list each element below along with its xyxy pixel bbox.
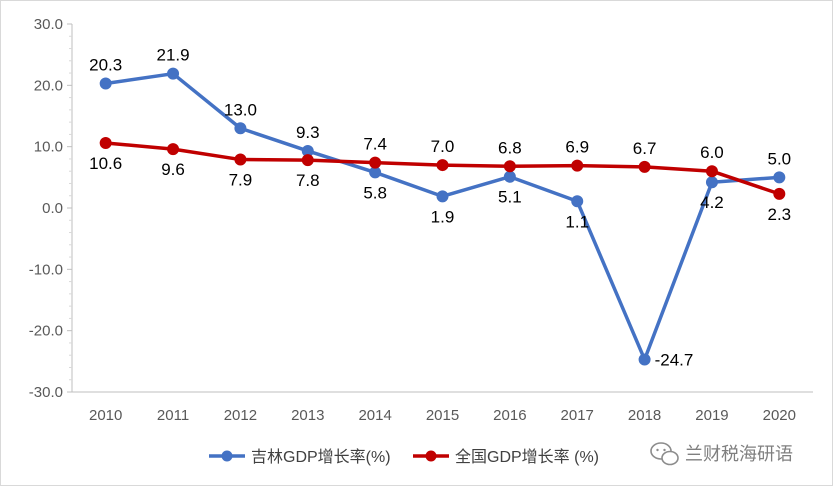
data-point	[705, 165, 718, 178]
x-tick-label: 2010	[89, 407, 122, 424]
data-label: 6.9	[565, 138, 589, 157]
data-point	[369, 156, 382, 169]
x-tick-label: 2016	[493, 407, 526, 424]
data-label: 9.3	[296, 123, 320, 142]
x-tick-label: 2012	[224, 407, 257, 424]
data-label: 7.8	[296, 171, 320, 190]
watermark-text: 兰财税海研语	[685, 444, 793, 464]
y-tick-label: 30.0	[34, 16, 63, 33]
data-labels-group: 20.3 21.9 13.0 9.3 5.8 1.9 5.1 1.1 -24.7 4.2 5.0 10…	[89, 46, 791, 370]
data-label: -24.7	[655, 350, 694, 369]
data-label: 2.3	[767, 205, 791, 224]
x-tick-label: 2020	[763, 407, 796, 424]
wechat-icon	[650, 442, 679, 466]
data-point	[99, 136, 112, 149]
data-label: 6.7	[633, 139, 657, 158]
data-point	[167, 143, 180, 156]
legend-label: 全国GDP增长率 (%)	[455, 448, 599, 466]
data-label: 9.6	[161, 160, 185, 179]
watermark: 兰财税海研语	[650, 442, 793, 466]
series-group	[99, 67, 786, 366]
data-label: 5.8	[363, 183, 387, 202]
y-tick-label: 10.0	[34, 139, 63, 156]
axes-group: 30.0 20.0 10.0 0.0 -10.0 -20.0 -30.0 2010 2011 20…	[29, 16, 813, 424]
legend-swatch-marker	[221, 450, 233, 462]
data-point	[773, 187, 786, 200]
x-tick-label: 2019	[695, 407, 728, 424]
y-tick-label: -20.0	[29, 323, 63, 340]
data-point	[571, 195, 584, 208]
data-point	[638, 160, 651, 173]
data-point	[167, 67, 180, 80]
legend: 吉林GDP增长率(%) 全国GDP增长率 (%)	[209, 448, 599, 466]
x-tick-label: 2018	[628, 407, 661, 424]
x-tick-label: 2015	[426, 407, 459, 424]
data-label: 5.0	[767, 149, 791, 168]
data-label: 7.4	[363, 135, 387, 154]
data-label: 6.0	[700, 143, 724, 162]
data-point	[503, 160, 516, 173]
data-point	[773, 171, 786, 184]
data-point	[234, 153, 247, 166]
data-point	[436, 159, 449, 172]
data-point	[571, 159, 584, 172]
x-tick-label: 2017	[561, 407, 594, 424]
data-label: 13.0	[224, 100, 257, 119]
legend-label: 吉林GDP增长率(%)	[251, 448, 391, 466]
y-tick-label: 0.0	[42, 200, 63, 217]
data-label: 1.1	[565, 212, 589, 231]
data-point	[436, 190, 449, 203]
data-label: 6.8	[498, 138, 522, 157]
x-tick-label: 2013	[291, 407, 324, 424]
data-label: 7.9	[229, 171, 253, 190]
data-point	[638, 353, 651, 366]
y-tick-label: -30.0	[29, 384, 63, 401]
data-point	[234, 122, 247, 135]
data-label: 4.2	[700, 193, 724, 212]
y-tick-label: -10.0	[29, 261, 63, 278]
data-label: 7.0	[431, 137, 455, 156]
legend-swatch-marker	[425, 450, 437, 462]
data-label: 21.9	[156, 46, 189, 65]
data-point	[705, 176, 718, 189]
data-point	[503, 170, 516, 183]
x-tick-label: 2011	[157, 407, 189, 424]
data-point	[99, 77, 112, 90]
data-point	[301, 154, 314, 167]
x-tick-label: 2014	[358, 407, 391, 424]
y-tick-label: 20.0	[34, 77, 63, 94]
data-label: 5.1	[498, 188, 522, 207]
data-label: 20.3	[89, 55, 122, 74]
data-label: 1.9	[431, 207, 455, 226]
data-label: 10.6	[89, 154, 122, 173]
